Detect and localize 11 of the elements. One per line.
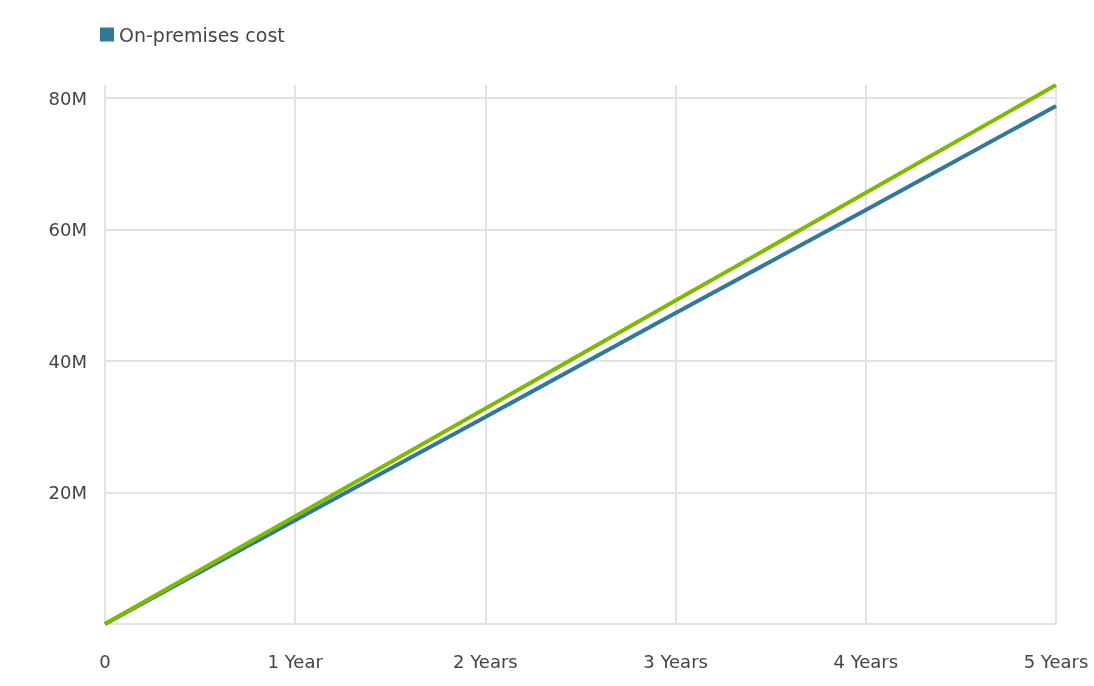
y-tick-label: 60M bbox=[48, 219, 87, 241]
x-tick-label: 5 Years bbox=[1023, 650, 1089, 672]
x-tick-label: 1 Year bbox=[267, 650, 324, 672]
x-tick-label: 4 Years bbox=[833, 650, 899, 672]
y-tick-label: 40M bbox=[48, 350, 87, 372]
x-tick-label: 0 bbox=[99, 650, 111, 672]
y-tick-label: 20M bbox=[48, 482, 87, 504]
x-tick-label: 3 Years bbox=[643, 650, 708, 672]
legend-label: On-premises cost bbox=[119, 23, 285, 46]
y-tick-label: 80M bbox=[48, 87, 87, 109]
x-tick-label: 2 Years bbox=[453, 650, 518, 672]
